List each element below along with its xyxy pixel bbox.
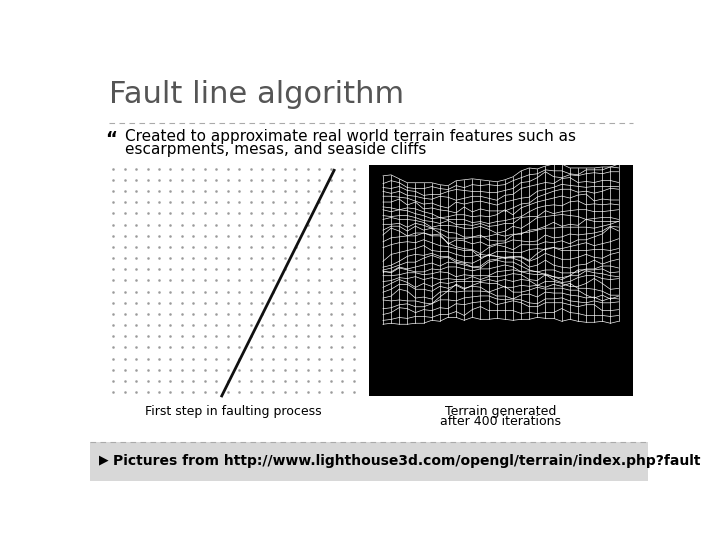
Text: after 400 iterations: after 400 iterations — [440, 415, 562, 428]
Text: “: “ — [106, 130, 117, 148]
Bar — [90, 442, 648, 481]
Text: First step in faulting process: First step in faulting process — [145, 405, 322, 418]
Text: Pictures from http://www.lighthouse3d.com/opengl/terrain/index.php?fault: Pictures from http://www.lighthouse3d.co… — [113, 454, 701, 468]
Text: ▶: ▶ — [99, 454, 109, 467]
Text: Created to approximate real world terrain features such as: Created to approximate real world terrai… — [125, 129, 576, 144]
Text: Terrain generated: Terrain generated — [445, 405, 557, 418]
Text: escarpments, mesas, and seaside cliffs: escarpments, mesas, and seaside cliffs — [125, 142, 426, 157]
Bar — [369, 165, 632, 396]
Text: Fault line algorithm: Fault line algorithm — [109, 80, 405, 109]
